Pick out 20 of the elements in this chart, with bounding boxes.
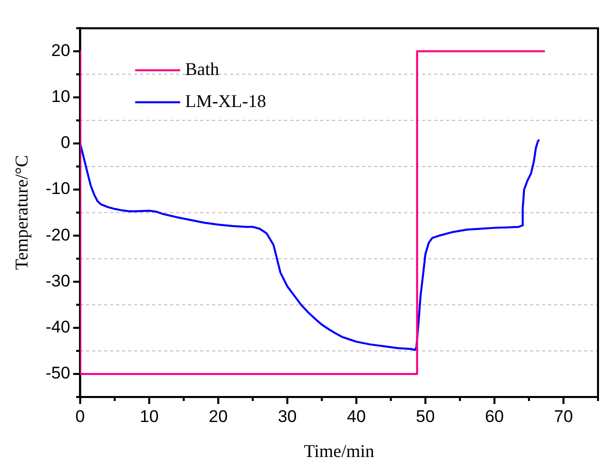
legend-label: LM-XL-18 xyxy=(185,90,266,111)
x-axis-title: Time/min xyxy=(304,440,374,461)
x-tick-label: 60 xyxy=(484,406,504,426)
x-tick-label: 50 xyxy=(416,406,435,426)
x-tick-label: 20 xyxy=(208,406,228,426)
x-tick-label: 10 xyxy=(140,406,159,426)
y-tick-label: 20 xyxy=(51,40,70,60)
y-axis-title: Temperature/°C xyxy=(12,155,32,270)
y-tick-label: -10 xyxy=(46,179,70,198)
x-tick-label: 70 xyxy=(554,406,573,426)
legend-label: Bath xyxy=(185,58,220,79)
y-tick-label: 0 xyxy=(60,133,70,152)
y-tick-label: 10 xyxy=(51,87,70,106)
y-tick-label: -40 xyxy=(46,318,70,337)
y-tick-label: -20 xyxy=(46,225,70,244)
x-tick-label: 0 xyxy=(75,406,85,426)
x-tick-label: 30 xyxy=(278,406,297,426)
y-tick-label: -30 xyxy=(46,271,70,290)
y-tick-label: -50 xyxy=(46,364,70,383)
x-tick-label: 40 xyxy=(346,406,366,426)
